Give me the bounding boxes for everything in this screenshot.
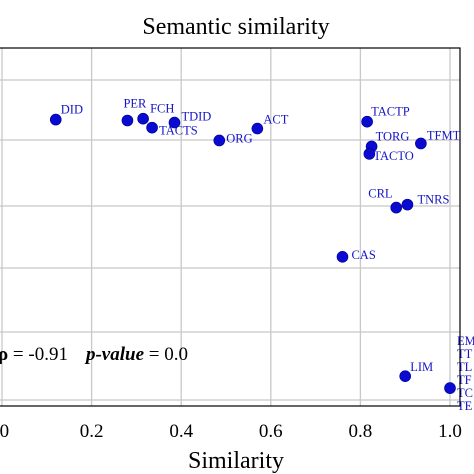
x-tick-label: 0.6 — [259, 421, 283, 442]
edge-label-tl: TL — [457, 360, 472, 374]
data-point-fch — [137, 112, 149, 125]
point-label-did: DID — [61, 103, 83, 117]
data-point-em — [444, 382, 456, 394]
data-point-act — [251, 122, 264, 135]
edge-label-em: EM — [457, 334, 474, 348]
point-label-crl: CRL — [368, 187, 392, 201]
edge-label-tf: TF — [457, 373, 472, 387]
data-point-crl — [390, 201, 403, 214]
edge-label-tc: TC — [457, 386, 473, 400]
point-label-torg: TORG — [376, 129, 410, 143]
x-axis-label: Similarity — [188, 448, 284, 474]
point-label-lim: LIM — [410, 360, 433, 374]
data-point-tactp — [361, 115, 373, 128]
point-label-tdid: TDID — [181, 110, 211, 124]
data-point-lim — [399, 370, 412, 382]
point-label-tacts: TACTS — [159, 124, 198, 138]
data-point-cas — [336, 251, 349, 263]
data-point-org — [213, 134, 226, 147]
data-point-tacto — [363, 148, 376, 160]
data-point-per — [121, 114, 134, 127]
chart-title: Semantic similarity — [142, 14, 329, 40]
point-label-org: ORG — [226, 131, 252, 145]
data-point-tdid — [168, 116, 181, 129]
point-label-tnrs: TNRS — [417, 193, 449, 207]
point-label-cas: CAS — [351, 248, 375, 262]
plot-frame — [0, 47, 461, 407]
edge-label-te: TE — [457, 399, 473, 413]
grid-lines — [0, 48, 460, 406]
point-label-tactp: TACTP — [371, 105, 410, 119]
point-label-act: ACT — [263, 113, 288, 127]
x-tick-label: 0.4 — [169, 421, 193, 442]
x-tick-label: .0 — [0, 421, 9, 442]
edge-label-tt: TT — [457, 347, 473, 361]
correlation-annotation: ρ = -0.91 p-value = 0.0 — [0, 344, 188, 365]
data-point-tnrs — [401, 198, 414, 211]
point-label-tfmt: TFMT — [427, 128, 461, 142]
data-point-tacts — [146, 121, 158, 134]
x-tick-label: 0.8 — [349, 421, 373, 442]
p-value-label: p-value — [84, 344, 145, 365]
rho-symbol: ρ — [0, 344, 8, 365]
rho-value: = -0.91 — [8, 344, 68, 365]
point-label-tacto: TACTO — [373, 149, 413, 163]
data-point-tfmt — [415, 137, 427, 150]
point-label-fch: FCH — [150, 102, 174, 116]
p-value-value: = 0.0 — [144, 344, 188, 365]
x-tick-label: 1.0 — [438, 421, 462, 442]
data-point-did — [49, 113, 62, 126]
x-tick-label: 0.2 — [80, 421, 104, 442]
point-label-per: PER — [123, 96, 147, 110]
x-tick-labels: .0 0.2 0.4 0.6 0.8 1.0 — [0, 421, 462, 442]
